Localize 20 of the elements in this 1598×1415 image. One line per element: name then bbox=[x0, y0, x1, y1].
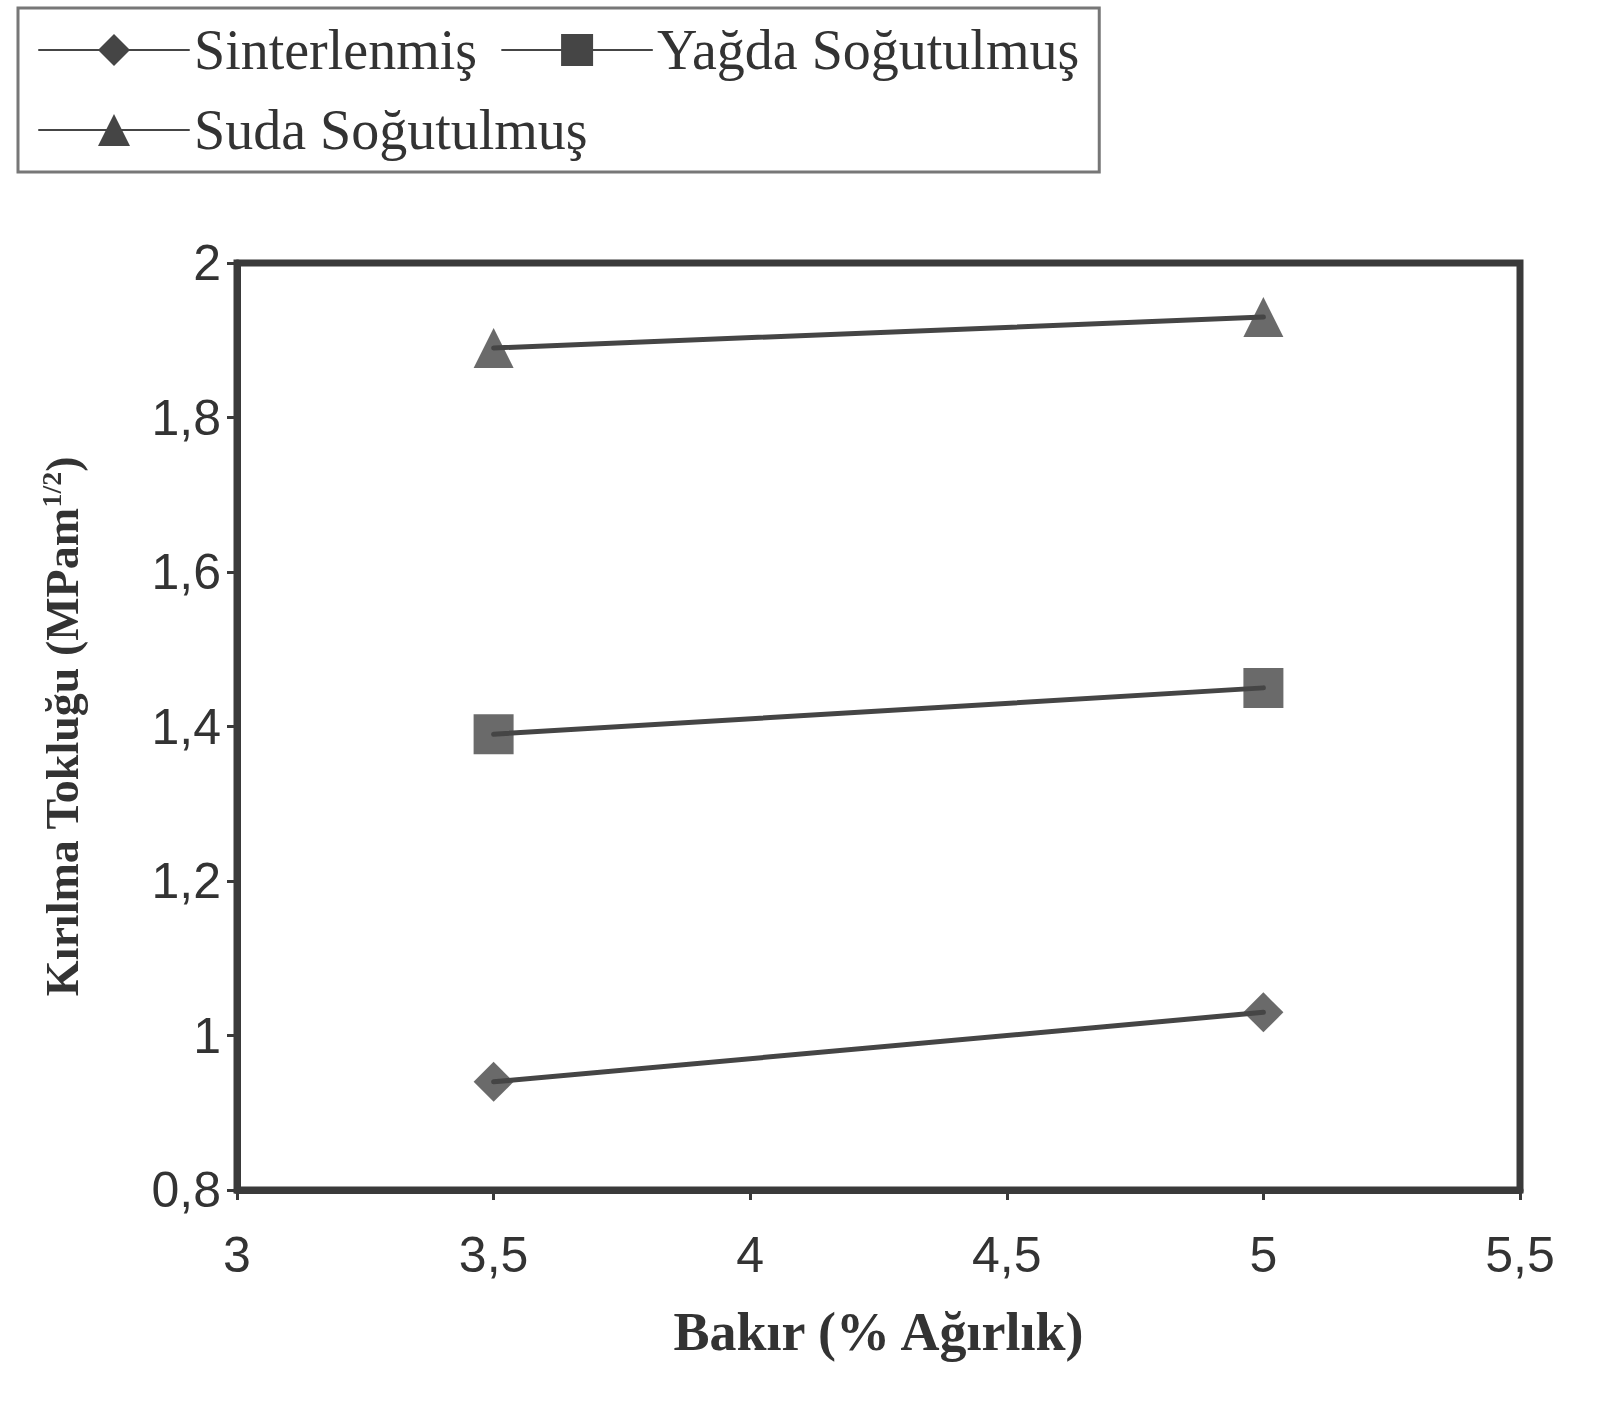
y-tick-label: 1 bbox=[193, 1007, 221, 1064]
y-tick-label: 1,4 bbox=[151, 698, 221, 755]
x-tick-label: 3 bbox=[223, 1227, 251, 1283]
y-axis-title: Kırılma Tokluğu (MPam1/2) bbox=[35, 456, 88, 997]
y-tick-label: 1,6 bbox=[151, 544, 221, 600]
y-tick-label: 2 bbox=[193, 235, 221, 291]
legend-label: Sinterlenmiş bbox=[194, 19, 478, 81]
y-tick-label: 0,8 bbox=[151, 1162, 221, 1218]
point bbox=[1243, 667, 1284, 708]
legend-label: Yağda Soğutulmuş bbox=[657, 19, 1080, 81]
x-tick-label: 4 bbox=[736, 1227, 765, 1283]
point bbox=[473, 714, 514, 755]
x-tick-label: 3,5 bbox=[458, 1227, 529, 1283]
x-tick-label: 5,5 bbox=[1485, 1227, 1555, 1283]
legend-label: Suda Soğutulmuş bbox=[194, 99, 588, 161]
x-tick-label: 5 bbox=[1249, 1227, 1278, 1283]
y-tick-label: 1,8 bbox=[151, 389, 221, 446]
x-axis-title: Bakır (% Ağırlık) bbox=[673, 1302, 1084, 1362]
x-tick-label: 4,5 bbox=[972, 1227, 1042, 1283]
y-tick-label: 1,2 bbox=[151, 853, 221, 909]
